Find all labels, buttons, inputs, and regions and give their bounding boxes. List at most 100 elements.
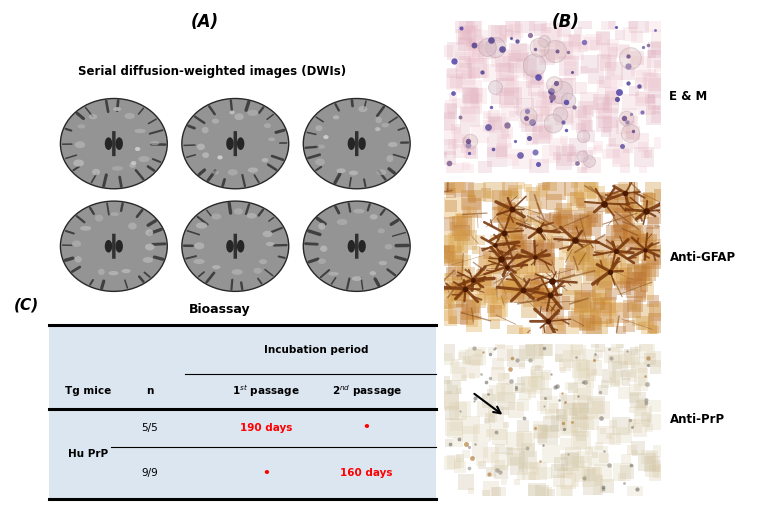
Ellipse shape xyxy=(89,114,97,119)
Ellipse shape xyxy=(370,271,376,275)
Text: Bioassay: Bioassay xyxy=(189,303,251,315)
Ellipse shape xyxy=(320,246,327,252)
Ellipse shape xyxy=(128,223,137,230)
Ellipse shape xyxy=(375,127,380,131)
Ellipse shape xyxy=(138,156,150,162)
Ellipse shape xyxy=(95,215,103,222)
Ellipse shape xyxy=(115,240,123,252)
Ellipse shape xyxy=(348,137,355,150)
Ellipse shape xyxy=(129,163,136,168)
Ellipse shape xyxy=(234,208,243,214)
Ellipse shape xyxy=(247,167,258,173)
Ellipse shape xyxy=(358,106,367,112)
Ellipse shape xyxy=(197,144,205,150)
Text: 5/5: 5/5 xyxy=(142,423,159,433)
Text: •: • xyxy=(363,421,370,435)
Ellipse shape xyxy=(259,259,267,264)
Ellipse shape xyxy=(212,119,219,124)
Ellipse shape xyxy=(143,257,153,263)
Ellipse shape xyxy=(212,170,219,174)
Ellipse shape xyxy=(266,242,275,246)
Ellipse shape xyxy=(77,124,85,128)
Ellipse shape xyxy=(109,271,118,275)
FancyBboxPatch shape xyxy=(234,234,237,259)
Ellipse shape xyxy=(61,201,167,291)
Ellipse shape xyxy=(318,259,326,264)
Ellipse shape xyxy=(358,137,366,150)
Text: Anti-PrP: Anti-PrP xyxy=(669,413,725,426)
Ellipse shape xyxy=(182,201,288,291)
Ellipse shape xyxy=(73,160,84,167)
Ellipse shape xyxy=(337,219,348,225)
Ellipse shape xyxy=(211,213,222,220)
Text: (A): (A) xyxy=(191,13,219,31)
FancyBboxPatch shape xyxy=(112,131,115,156)
FancyBboxPatch shape xyxy=(355,234,358,259)
Ellipse shape xyxy=(194,242,204,249)
Ellipse shape xyxy=(115,137,123,150)
Ellipse shape xyxy=(348,240,355,252)
Ellipse shape xyxy=(135,147,140,151)
Ellipse shape xyxy=(105,240,112,252)
Ellipse shape xyxy=(212,265,221,269)
Text: Anti-GFAP: Anti-GFAP xyxy=(669,251,735,264)
Ellipse shape xyxy=(229,110,235,114)
Ellipse shape xyxy=(247,213,257,219)
Ellipse shape xyxy=(370,214,378,220)
Ellipse shape xyxy=(376,116,382,123)
Ellipse shape xyxy=(217,155,222,160)
Text: (B): (B) xyxy=(552,13,579,31)
Ellipse shape xyxy=(254,268,262,274)
Ellipse shape xyxy=(194,259,205,264)
Ellipse shape xyxy=(376,169,386,175)
Ellipse shape xyxy=(247,110,259,116)
Ellipse shape xyxy=(352,276,362,281)
Ellipse shape xyxy=(196,222,207,229)
Ellipse shape xyxy=(121,269,131,273)
Text: n: n xyxy=(146,386,154,397)
Ellipse shape xyxy=(74,256,82,263)
Ellipse shape xyxy=(231,269,243,275)
Ellipse shape xyxy=(112,166,123,171)
Ellipse shape xyxy=(315,125,323,131)
Ellipse shape xyxy=(378,228,385,233)
Ellipse shape xyxy=(264,123,271,128)
FancyBboxPatch shape xyxy=(49,325,436,499)
Ellipse shape xyxy=(226,240,234,252)
Ellipse shape xyxy=(388,142,398,147)
Ellipse shape xyxy=(323,135,329,139)
Ellipse shape xyxy=(317,145,325,149)
Ellipse shape xyxy=(131,161,137,165)
Ellipse shape xyxy=(237,137,244,150)
FancyBboxPatch shape xyxy=(355,131,358,156)
Text: 9/9: 9/9 xyxy=(142,468,159,478)
Ellipse shape xyxy=(145,244,155,250)
Ellipse shape xyxy=(268,137,276,141)
Ellipse shape xyxy=(113,107,121,111)
Ellipse shape xyxy=(333,115,339,120)
Text: Incubation period: Incubation period xyxy=(264,345,369,355)
Text: Serial diffusion-weighted images (DWIs): Serial diffusion-weighted images (DWIs) xyxy=(78,65,347,78)
Ellipse shape xyxy=(262,158,269,162)
Ellipse shape xyxy=(150,141,159,145)
Ellipse shape xyxy=(336,168,346,173)
Ellipse shape xyxy=(182,98,288,189)
Ellipse shape xyxy=(80,226,91,231)
Text: 190 days: 190 days xyxy=(240,423,292,433)
Ellipse shape xyxy=(228,169,238,175)
Ellipse shape xyxy=(111,212,119,216)
Ellipse shape xyxy=(226,137,234,150)
Ellipse shape xyxy=(98,269,105,275)
FancyBboxPatch shape xyxy=(112,234,115,259)
Text: Tg mice: Tg mice xyxy=(65,386,112,397)
Ellipse shape xyxy=(263,231,272,237)
Ellipse shape xyxy=(349,170,358,175)
Ellipse shape xyxy=(386,155,393,162)
Ellipse shape xyxy=(381,123,389,128)
FancyBboxPatch shape xyxy=(234,131,237,156)
Ellipse shape xyxy=(304,201,410,291)
Text: •: • xyxy=(262,466,270,480)
Text: 1$^{st}$ passage: 1$^{st}$ passage xyxy=(232,384,300,399)
Text: (C): (C) xyxy=(14,298,39,312)
Ellipse shape xyxy=(237,240,244,252)
